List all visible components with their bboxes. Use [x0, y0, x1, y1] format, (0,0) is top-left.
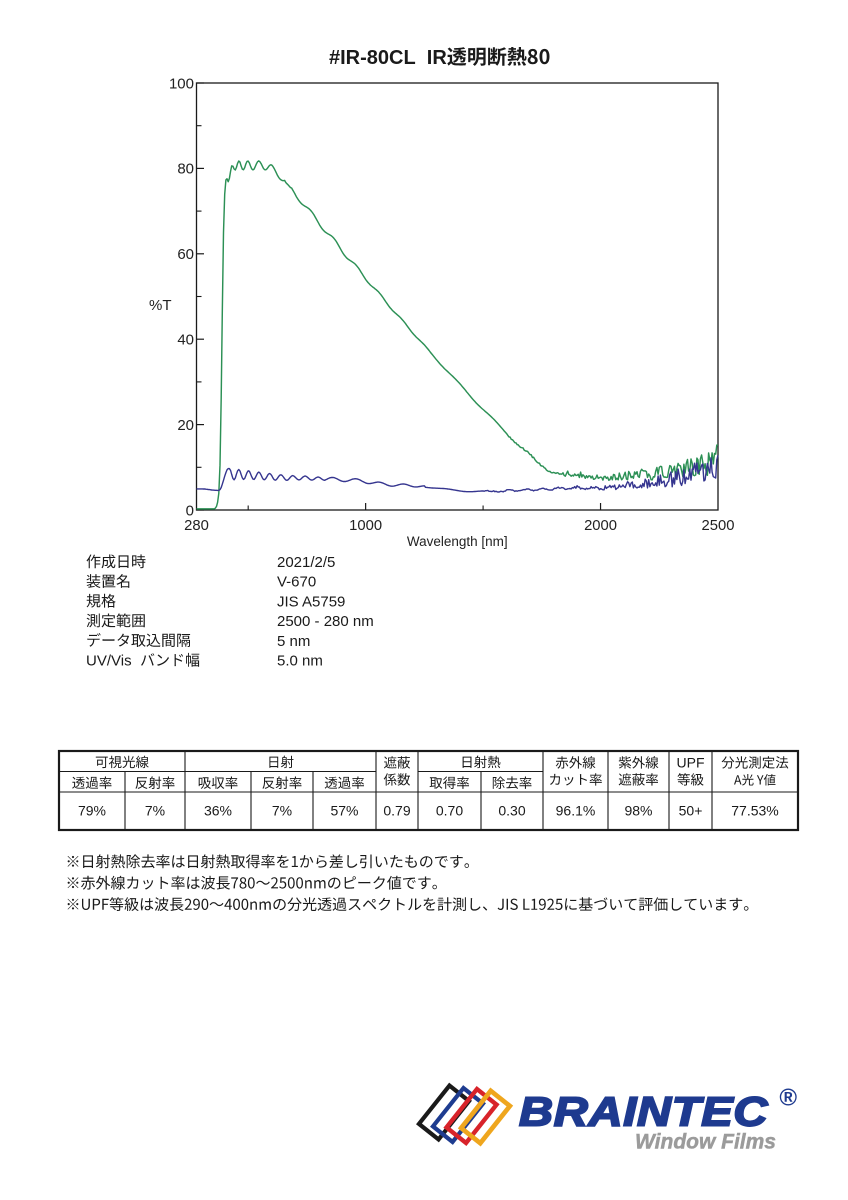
svg-text:Window Films: Window Films	[635, 1131, 776, 1154]
svg-text:#IR-80CL IR: #IR-80CL IR	[329, 47, 447, 69]
svg-text:20: 20	[177, 417, 194, 434]
svg-text:UPF: UPF	[677, 755, 705, 771]
svg-text:40: 40	[177, 332, 194, 349]
svg-text:280: 280	[184, 518, 209, 534]
svg-text:2500: 2500	[702, 518, 735, 534]
svg-text:5 nm: 5 nm	[277, 633, 310, 650]
svg-text:60: 60	[177, 246, 194, 263]
svg-text:Wavelength [nm]: Wavelength [nm]	[407, 534, 508, 549]
svg-text:0.79: 0.79	[383, 803, 410, 819]
svg-text:2500 - 280 nm: 2500 - 280 nm	[277, 613, 374, 630]
svg-text:2021/2/5: 2021/2/5	[277, 554, 335, 571]
svg-text:96.1%: 96.1%	[556, 803, 596, 819]
svg-text:36%: 36%	[204, 803, 232, 819]
svg-text:2000: 2000	[584, 518, 617, 534]
svg-text:BRAINTEC: BRAINTEC	[519, 1089, 769, 1134]
svg-text:77.53%: 77.53%	[731, 803, 778, 819]
svg-text:100: 100	[169, 75, 194, 92]
svg-text:7%: 7%	[272, 803, 292, 819]
svg-text:0.70: 0.70	[436, 803, 463, 819]
svg-text:®: ®	[779, 1085, 797, 1112]
svg-text:50+: 50+	[679, 803, 703, 819]
svg-text:JIS A5759: JIS A5759	[277, 593, 345, 610]
svg-text:%T: %T	[149, 297, 172, 314]
svg-text:57%: 57%	[330, 803, 358, 819]
svg-text:0.30: 0.30	[498, 803, 525, 819]
svg-text:5.0 nm: 5.0 nm	[277, 653, 323, 670]
svg-text:1000: 1000	[349, 518, 382, 534]
svg-text:0: 0	[186, 502, 194, 519]
svg-text:UV/Vis: UV/Vis	[86, 653, 132, 670]
svg-text:7%: 7%	[145, 803, 165, 819]
svg-text:79%: 79%	[78, 803, 106, 819]
svg-text:80: 80	[177, 161, 194, 178]
svg-text:V-670: V-670	[277, 574, 316, 591]
svg-text:98%: 98%	[624, 803, 652, 819]
